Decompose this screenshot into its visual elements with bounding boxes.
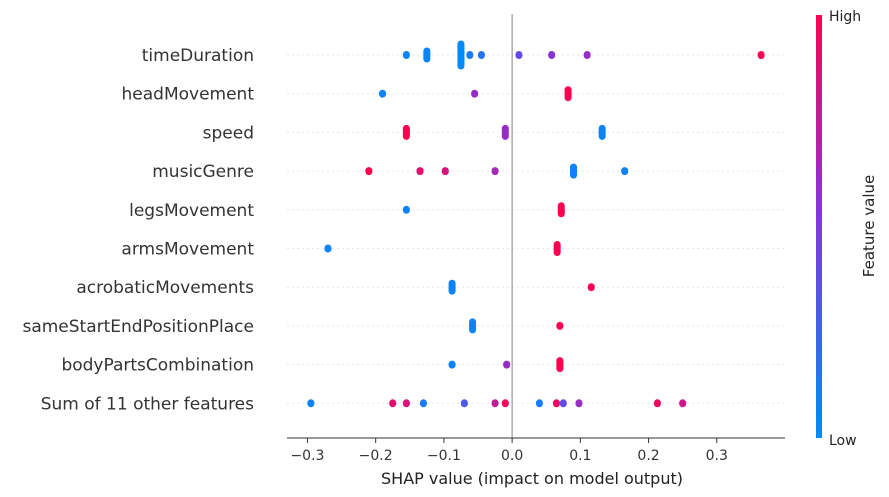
colorbar: High Low Feature value [816, 9, 878, 449]
x-tick-label: 0.1 [569, 448, 591, 464]
feature-label: musicGenre [152, 162, 254, 182]
data-point [423, 47, 431, 63]
data-point [552, 399, 560, 408]
data-point [491, 167, 499, 176]
data-point [389, 399, 397, 408]
x-axis-ticks: −0.3 −0.2 −0.1 0.0 0.1 0.2 0.3 [290, 438, 728, 464]
x-tick-label: −0.1 [427, 448, 461, 464]
data-point [448, 279, 456, 295]
data-point [570, 163, 578, 179]
data-point [441, 167, 449, 176]
data-point [548, 51, 556, 59]
data-point [448, 360, 456, 369]
data-point [501, 124, 509, 140]
data-point [501, 399, 509, 408]
data-point [535, 399, 543, 408]
data-point [564, 86, 572, 102]
data-point [402, 399, 410, 408]
data-point [556, 321, 564, 330]
data-point [556, 357, 564, 373]
x-tick-label: −0.3 [290, 448, 324, 464]
data-point [365, 167, 373, 176]
data-point [557, 202, 565, 218]
x-axis-title: SHAP value (impact on model output) [381, 469, 683, 488]
data-point [621, 167, 629, 176]
feature-label: headMovement [122, 85, 255, 105]
colorbar-high-label: High [829, 9, 861, 25]
colorbar-title: Feature value [860, 175, 878, 277]
data-point [575, 399, 583, 408]
feature-label: sameStartEndPositionPlace [22, 317, 254, 337]
feature-labels: timeDuration headMovement speed musicGenre l… [22, 46, 254, 414]
colorbar-gradient [816, 15, 822, 438]
feature-label: Sum of 11 other features [41, 394, 254, 414]
data-point [460, 399, 468, 408]
feature-label: bodyPartsCombination [61, 356, 254, 376]
data-point [477, 51, 485, 59]
x-tick-label: −0.2 [359, 448, 393, 464]
data-point [402, 124, 410, 140]
data-point [503, 360, 511, 369]
data-point [559, 399, 567, 408]
x-tick-label: 0.0 [501, 448, 523, 464]
data-point [379, 89, 387, 98]
x-tick-label: 0.2 [637, 448, 659, 464]
data-point [553, 241, 561, 256]
data-point [466, 51, 474, 59]
data-point [757, 51, 765, 59]
data-point [583, 51, 591, 59]
data-point [587, 283, 595, 292]
data-point [515, 51, 523, 59]
data-point [307, 399, 315, 408]
data-point [419, 399, 427, 408]
feature-label: legsMovement [129, 201, 254, 221]
data-point [471, 89, 479, 98]
data-point [457, 40, 465, 70]
data-point [324, 244, 332, 253]
data-point [598, 124, 606, 140]
data-point [469, 318, 477, 334]
data-point [491, 399, 499, 408]
colorbar-low-label: Low [829, 433, 857, 449]
feature-label: speed [203, 123, 254, 143]
data-points [307, 40, 765, 408]
feature-gridlines [287, 54, 785, 404]
x-tick-label: 0.3 [706, 448, 728, 464]
feature-label: timeDuration [142, 46, 254, 66]
data-point [416, 167, 424, 176]
data-point [402, 51, 410, 59]
data-point [653, 399, 661, 408]
feature-label: acrobaticMovements [76, 278, 254, 298]
data-point [679, 399, 687, 408]
feature-label: armsMovement [121, 240, 254, 260]
data-point [402, 205, 410, 214]
